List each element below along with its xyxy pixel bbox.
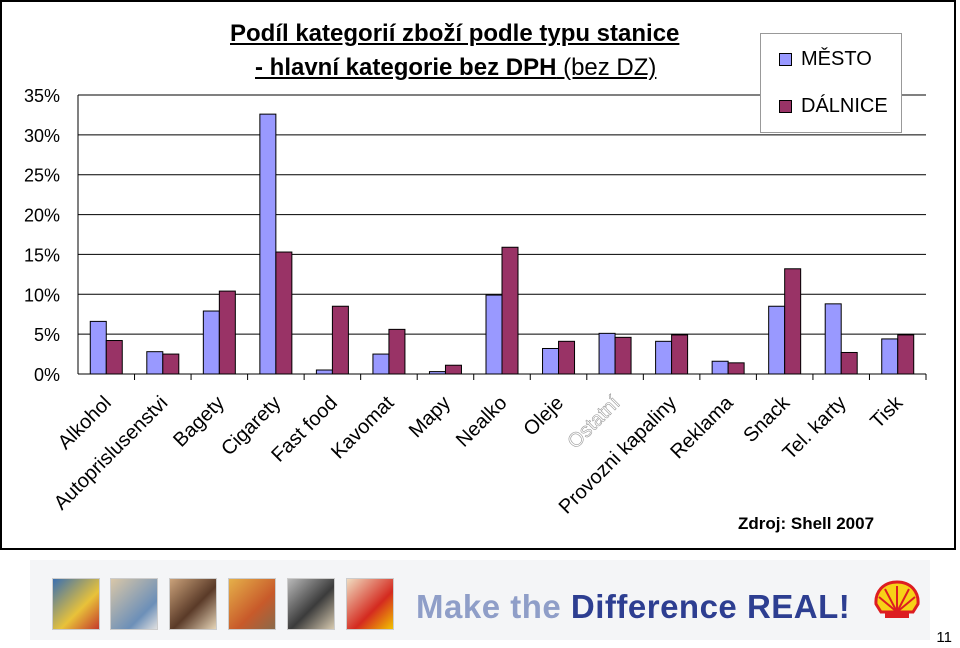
slogan-part-3: REAL!: [737, 588, 851, 625]
banner-photo-6: [346, 578, 394, 630]
bar-dalnice-0: [105, 340, 123, 375]
chart-title-line-1: Podíl kategorií zboží podle typu stanice: [230, 20, 680, 47]
bar-mesto-4: [315, 369, 333, 375]
slogan-part-2: Difference: [570, 588, 738, 625]
y-tick-label: 5%: [34, 325, 60, 345]
bar-dalnice-12: [784, 268, 802, 375]
bar-dalnice-4: [331, 305, 349, 375]
bar-dalnice-3: [275, 251, 293, 375]
bar-mesto-13: [824, 303, 842, 375]
bar-dalnice-7: [501, 246, 519, 375]
bar-mesto-12: [768, 305, 786, 375]
bar-mesto-10: [655, 340, 673, 375]
y-tick-label: 20%: [24, 206, 60, 226]
bar-mesto-0: [89, 320, 107, 375]
bar-mesto-11: [711, 360, 729, 375]
legend-swatch-dalnice: [779, 100, 792, 113]
chart-title-line-2-bold: - hlavní kategorie bez DPH: [255, 54, 557, 81]
legend-label-dalnice: DÁLNICE: [801, 95, 888, 117]
y-tick-label: 30%: [24, 126, 60, 146]
banner-photo-2: [110, 578, 158, 630]
bar-mesto-14: [881, 338, 899, 375]
bar-dalnice-13: [840, 351, 858, 375]
x-tick-label: Kavomat: [327, 392, 399, 464]
x-tick-label: Reklama: [666, 391, 738, 463]
x-tick-label: Nealko: [452, 392, 512, 452]
banner-photo-1: [52, 578, 100, 630]
banner-photo-3: [169, 578, 217, 630]
x-tick-label: Snack: [739, 391, 795, 447]
chart-frame: [0, 0, 956, 550]
footer-banner: Make the Difference REAL!: [30, 560, 930, 640]
source-note: Zdroj: Shell 2007: [738, 514, 875, 533]
banner-slogan: Make the Difference REAL!: [416, 588, 850, 626]
banner-photo-5: [287, 578, 335, 630]
y-tick-label: 0%: [34, 365, 60, 385]
bar-mesto-6: [428, 371, 446, 375]
legend-label-mesto: MĚSTO: [801, 48, 872, 70]
bar-chart: 0%5%10%15%20%25%30%35%AlkoholAutoprislus…: [24, 86, 927, 518]
bar-mesto-2: [202, 310, 220, 375]
x-tick-label: Tisk: [866, 391, 908, 433]
chart-legend: MĚSTO DÁLNICE: [760, 33, 902, 133]
bar-mesto-7: [485, 294, 503, 375]
bar-dalnice-1: [162, 353, 180, 375]
bar-dalnice-11: [727, 362, 745, 375]
shell-pecten-icon: [874, 580, 920, 618]
y-tick-label: 10%: [24, 285, 60, 305]
bar-mesto-8: [542, 347, 560, 375]
bar-dalnice-10: [671, 334, 689, 375]
y-tick-label: 25%: [24, 166, 60, 186]
legend-swatch-mesto: [779, 53, 792, 66]
banner-photo-4: [228, 578, 276, 630]
bar-dalnice-2: [218, 290, 236, 375]
y-tick-label: 15%: [24, 245, 60, 265]
bar-dalnice-8: [558, 340, 576, 375]
chart-title-line-2: - hlavní kategorie bez DPH (bez DZ): [255, 54, 755, 82]
bar-dalnice-5: [388, 328, 406, 375]
y-tick-label: 35%: [24, 86, 60, 106]
bar-mesto-9: [598, 332, 616, 375]
bar-mesto-3: [259, 113, 277, 375]
slogan-part-1: Make the: [416, 588, 571, 625]
bar-mesto-1: [146, 351, 164, 375]
bar-dalnice-9: [614, 336, 632, 375]
x-tick-label: Mapy: [405, 392, 455, 442]
chart-title-line-2-normal: (bez DZ): [556, 54, 657, 81]
x-tick-label: Oleje: [519, 392, 568, 441]
bar-dalnice-6: [444, 364, 462, 375]
page-number: 11: [936, 629, 952, 646]
bar-mesto-5: [372, 353, 390, 375]
bar-dalnice-14: [897, 334, 915, 375]
